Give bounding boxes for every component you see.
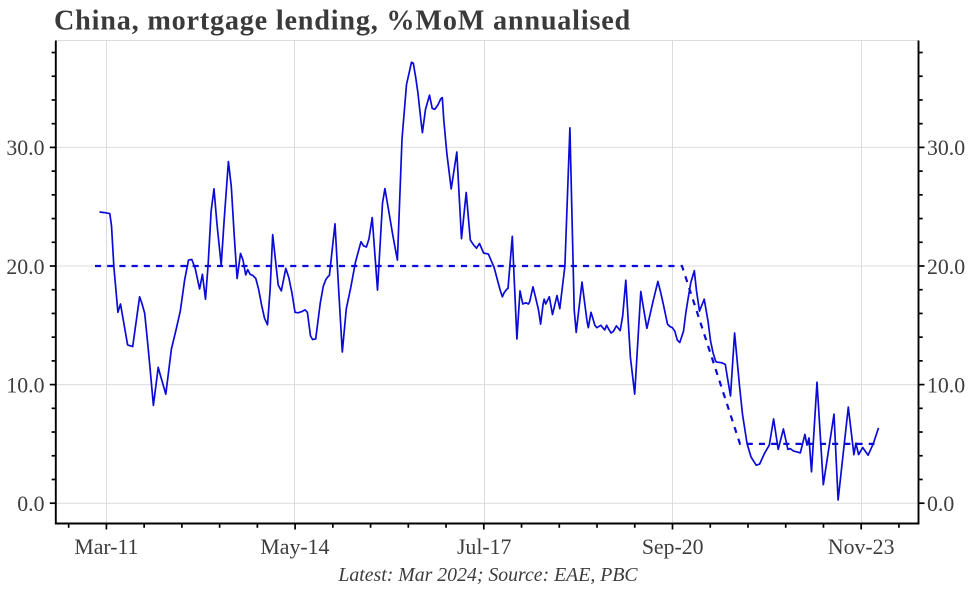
svg-text:30.0: 30.0 <box>927 136 965 160</box>
svg-text:20.0: 20.0 <box>927 255 965 279</box>
svg-text:Nov-23: Nov-23 <box>828 535 895 559</box>
svg-text:Jul-17: Jul-17 <box>457 535 512 559</box>
svg-text:20.0: 20.0 <box>6 255 44 279</box>
svg-text:Sep-20: Sep-20 <box>642 535 704 559</box>
svg-text:China, mortgage lending, %MoM: China, mortgage lending, %MoM annualised <box>54 6 631 37</box>
svg-text:10.0: 10.0 <box>6 373 44 397</box>
svg-text:0.0: 0.0 <box>927 492 954 516</box>
svg-text:Mar-11: Mar-11 <box>74 535 138 559</box>
svg-text:Latest: Mar 2024; Source: EAE,: Latest: Mar 2024; Source: EAE, PBC <box>337 564 638 586</box>
svg-text:0.0: 0.0 <box>17 492 44 516</box>
svg-text:30.0: 30.0 <box>6 136 44 160</box>
svg-text:May-14: May-14 <box>260 535 329 559</box>
svg-text:10.0: 10.0 <box>927 373 965 397</box>
